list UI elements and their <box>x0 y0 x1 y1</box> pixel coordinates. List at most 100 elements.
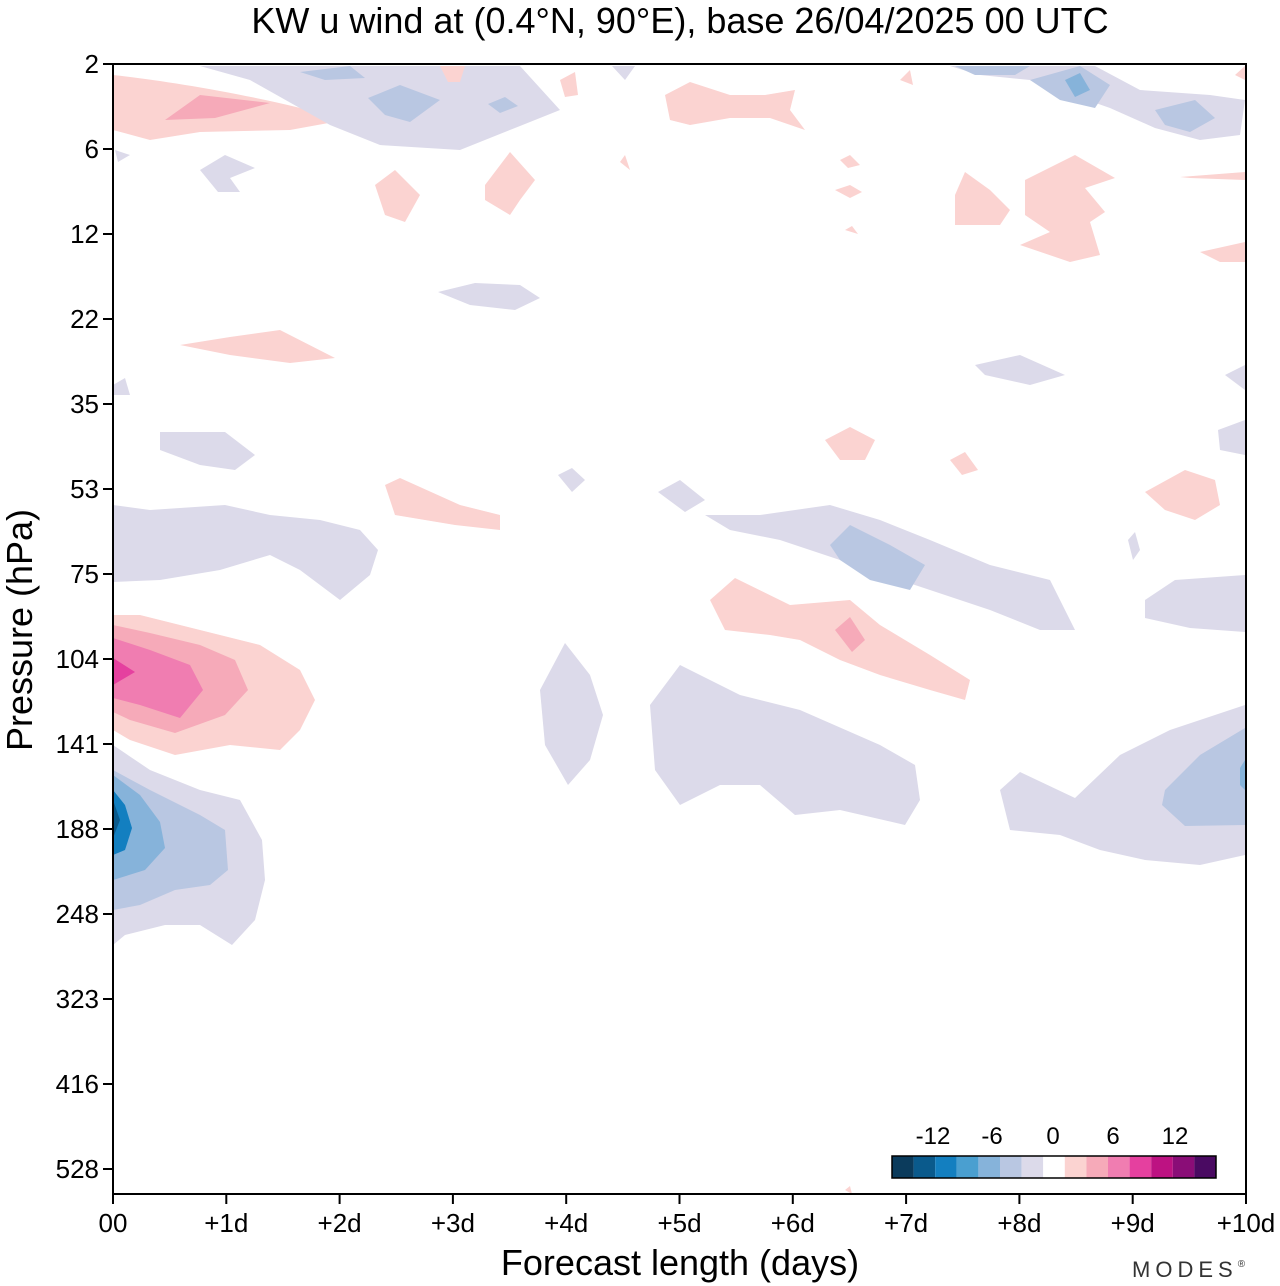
colorbar-swatch <box>978 1156 1000 1178</box>
contour-region <box>665 82 805 130</box>
contour-region <box>300 66 365 80</box>
contour-region <box>830 525 925 590</box>
colorbar-swatch <box>892 1156 914 1178</box>
brand-text: MODES <box>1132 1257 1238 1282</box>
colorbar-swatch <box>1086 1156 1108 1178</box>
contour-region <box>540 643 603 785</box>
contour-region <box>375 170 420 222</box>
y-axis: 2 6 12 22 35 53 75 104 141 188 248 323 416 528 <box>56 49 113 1184</box>
contour-region <box>488 97 518 113</box>
x-tick-label: +10d <box>1217 1208 1276 1238</box>
contour-fills <box>113 66 1245 1194</box>
y-tick-label: 104 <box>56 644 99 674</box>
y-tick-label: 416 <box>56 1069 99 1099</box>
contour-region <box>113 775 165 880</box>
colorbar-frame <box>891 1155 1217 1179</box>
contour-region <box>620 155 630 170</box>
y-tick-label: 323 <box>56 984 99 1014</box>
y-tick-label: 75 <box>70 559 99 589</box>
contour-region <box>1020 155 1115 262</box>
contour-region <box>955 66 1030 75</box>
contour-region <box>1225 365 1245 390</box>
contour-region <box>845 1186 852 1194</box>
y-tick-label: 248 <box>56 899 99 929</box>
contour-region <box>200 155 255 192</box>
contour-region <box>1218 420 1245 455</box>
colorbar-swatch <box>1000 1156 1022 1178</box>
colorbar-swatch <box>1172 1156 1195 1178</box>
contour-region <box>710 578 970 700</box>
contour-region <box>900 70 913 85</box>
contour-region <box>440 66 465 82</box>
colorbar: -12 -6 0 6 12 <box>891 1123 1217 1179</box>
contour-region <box>955 172 1010 225</box>
contour-region <box>160 432 255 470</box>
contour-region <box>1200 242 1245 262</box>
contour-region <box>1240 760 1245 790</box>
contour-region <box>612 66 635 80</box>
y-tick-label: 22 <box>70 304 99 334</box>
contour-region <box>113 658 135 685</box>
contour-region <box>485 152 535 215</box>
contour-region <box>835 617 865 652</box>
colorbar-swatch <box>1064 1156 1087 1178</box>
contour-region <box>840 155 860 168</box>
x-tick-label: +7d <box>884 1208 928 1238</box>
x-tick-label: +6d <box>771 1208 815 1238</box>
contour-region <box>1155 100 1215 132</box>
y-tick-label: 2 <box>85 49 99 79</box>
colorbar-label: -6 <box>981 1123 1002 1150</box>
colorbar-label: 12 <box>1162 1123 1189 1150</box>
colorbar-swatch <box>913 1156 936 1178</box>
x-tick-label: +2d <box>318 1208 362 1238</box>
contour-region <box>113 800 120 838</box>
colorbar-swatch <box>1151 1156 1173 1178</box>
colorbar-swatch <box>1043 1156 1065 1178</box>
y-axis-label: Pressure (hPa) <box>0 509 40 751</box>
x-tick-label: +9d <box>1111 1208 1155 1238</box>
colorbar-swatch <box>1108 1156 1130 1178</box>
contour-region <box>113 505 378 600</box>
y-tick-label: 188 <box>56 814 99 844</box>
contour-region <box>438 283 540 310</box>
contour-region <box>1235 66 1245 80</box>
colorbar-swatch <box>1129 1156 1152 1178</box>
colorbar-swatch <box>1021 1156 1044 1178</box>
contour-region <box>650 665 920 825</box>
x-tick-label: +1d <box>204 1208 248 1238</box>
colorbar-swatch <box>956 1156 979 1178</box>
contour-region <box>115 150 130 162</box>
x-tick-label: +8d <box>997 1208 1041 1238</box>
contour-region <box>1145 470 1220 520</box>
x-tick-label: 00 <box>99 1208 128 1238</box>
y-tick-label: 12 <box>70 219 99 249</box>
contour-region <box>1162 728 1245 826</box>
contour-region <box>113 790 132 855</box>
y-tick-label: 53 <box>70 474 99 504</box>
contour-region <box>113 378 130 395</box>
contour-region <box>1000 705 1245 865</box>
contour-region <box>835 185 862 198</box>
x-axis: 00 +1d +2d +3d +4d +5d +6d +7d +8d +9d +10d <box>99 1194 1276 1238</box>
brand-mark: ® <box>1238 1259 1250 1270</box>
contour-region <box>950 452 978 475</box>
colorbar-label: -12 <box>916 1123 951 1150</box>
y-tick-label: 35 <box>70 389 99 419</box>
contour-region <box>1145 575 1245 632</box>
contour-region <box>560 72 578 97</box>
contour-region <box>1128 532 1140 560</box>
contour-region <box>558 468 585 492</box>
colorbar-label: 6 <box>1106 1123 1119 1150</box>
colorbar-label: 0 <box>1046 1123 1059 1150</box>
contour-region <box>975 355 1065 385</box>
x-tick-label: +5d <box>657 1208 701 1238</box>
y-tick-label: 6 <box>85 134 99 164</box>
y-tick-label: 528 <box>56 1154 99 1184</box>
chart-title: KW u wind at (0.4°N, 90°E), base 26/04/2… <box>251 0 1108 41</box>
y-tick-label: 141 <box>56 729 99 759</box>
contour-region <box>165 95 270 120</box>
contour-region <box>385 478 500 530</box>
contour-region <box>658 480 705 512</box>
contour-region <box>825 427 875 460</box>
